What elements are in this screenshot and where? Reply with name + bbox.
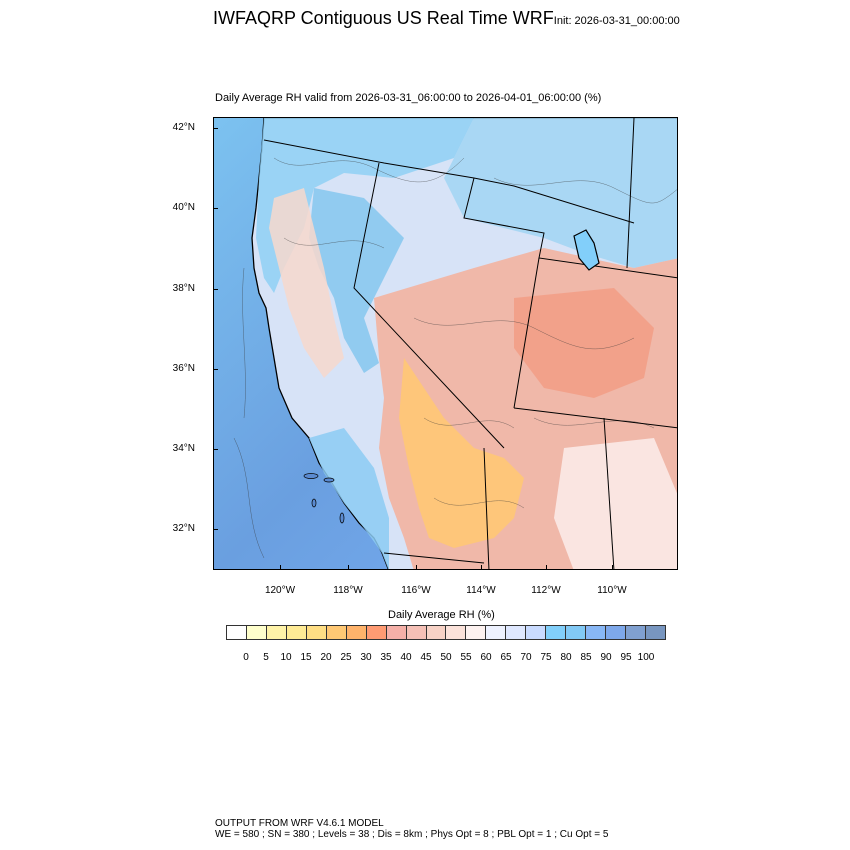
colorbar [226, 625, 666, 640]
colorbar-cell [626, 626, 647, 639]
lat-tick [213, 529, 218, 530]
colorbar-label: 35 [380, 652, 392, 663]
colorbar-cell [566, 626, 587, 639]
lon-label: 116°W [401, 585, 431, 596]
lat-tick [213, 208, 218, 209]
lon-label: 114°W [466, 585, 496, 596]
colorbar-cell [446, 626, 467, 639]
colorbar-cell [546, 626, 567, 639]
lon-tick [612, 565, 613, 570]
colorbar-label: 55 [460, 652, 472, 663]
lat-label: 34°N [172, 443, 195, 454]
lon-label: 118°W [333, 585, 363, 596]
very-dry-desert [399, 358, 524, 548]
lon-tick [546, 565, 547, 570]
colorbar-label: 75 [540, 652, 552, 663]
central-valley [269, 188, 344, 378]
colorbar-label: 90 [600, 652, 612, 663]
colorbar-label: 45 [420, 652, 432, 663]
footer-model: OUTPUT FROM WRF V4.6.1 MODEL [215, 818, 384, 829]
lon-tick [481, 565, 482, 570]
lat-label: 36°N [172, 363, 195, 374]
lon-tick [280, 565, 281, 570]
dry-plateau [514, 288, 654, 398]
colorbar-cell [466, 626, 487, 639]
colorbar-cell [526, 626, 547, 639]
map-subtitle: Daily Average RH valid from 2026-03-31_0… [215, 92, 602, 104]
lon-label: 112°W [531, 585, 561, 596]
lat-label: 42°N [172, 122, 195, 133]
colorbar-cell [406, 626, 427, 639]
colorbar-label: 15 [300, 652, 312, 663]
lon-tick [348, 565, 349, 570]
colorbar-label: 85 [580, 652, 592, 663]
colorbar-cell [646, 626, 665, 639]
colorbar-cell [506, 626, 527, 639]
sierra-band [309, 188, 404, 373]
colorbar-cell [326, 626, 347, 639]
colorbar-cell [426, 626, 447, 639]
lat-tick [213, 369, 218, 370]
colorbar-cell [346, 626, 367, 639]
colorbar-cell [586, 626, 607, 639]
colorbar-title: Daily Average RH (%) [388, 609, 495, 621]
colorbar-cell [286, 626, 307, 639]
colorbar-cell [366, 626, 387, 639]
colorbar-label: 60 [480, 652, 492, 663]
utah-north-humid [444, 118, 677, 268]
lat-tick [213, 289, 218, 290]
lon-label: 120°W [264, 585, 296, 596]
colorbar-label: 5 [263, 652, 269, 663]
colorbar-label: 80 [560, 652, 572, 663]
colorbar-cell [486, 626, 507, 639]
colorbar-label: 25 [340, 652, 352, 663]
channel-islands [303, 473, 345, 524]
state-boundaries [263, 118, 677, 569]
colorbar-label: 10 [280, 652, 292, 663]
great-salt-lake [573, 229, 600, 271]
colorbar-label: 100 [637, 652, 655, 663]
colorbar-label: 40 [400, 652, 412, 663]
colorbar-cell [227, 626, 247, 639]
lat-label: 32°N [172, 523, 195, 534]
title-text: IWFAQRP Contiguous US Real Time WRF [213, 8, 554, 28]
humid-region-north [256, 118, 474, 293]
lon-tick [416, 565, 417, 570]
lon-label: 110°W [597, 585, 627, 596]
colorbar-label: 30 [360, 652, 372, 663]
socal-coast [309, 428, 389, 569]
colorbar-cell [606, 626, 627, 639]
colorbar-label: 0 [243, 652, 249, 663]
colorbar-label: 95 [620, 652, 632, 663]
colorbar-label: 70 [520, 652, 532, 663]
lat-label: 38°N [172, 283, 195, 294]
colorbar-label: 50 [440, 652, 452, 663]
lat-tick [213, 449, 218, 450]
southeast-moist [554, 438, 677, 569]
init-time: Init: 2026-03-31_00:00:00 [553, 15, 680, 27]
colorbar-cell [306, 626, 327, 639]
colorbar-cell [266, 626, 287, 639]
colorbar-label: 20 [320, 652, 332, 663]
colorbar-cell [246, 626, 267, 639]
rh-map [213, 117, 678, 570]
colorbar-cell [386, 626, 407, 639]
footer-config: WE = 580 ; SN = 380 ; Levels = 38 ; Dis … [215, 829, 609, 840]
lat-tick [213, 128, 218, 129]
rh-map-canvas [214, 118, 677, 569]
figure-title: IWFAQRP Contiguous US Real Time WRFInit:… [213, 8, 680, 29]
lat-label: 40°N [172, 202, 195, 213]
colorbar-label: 65 [500, 652, 512, 663]
